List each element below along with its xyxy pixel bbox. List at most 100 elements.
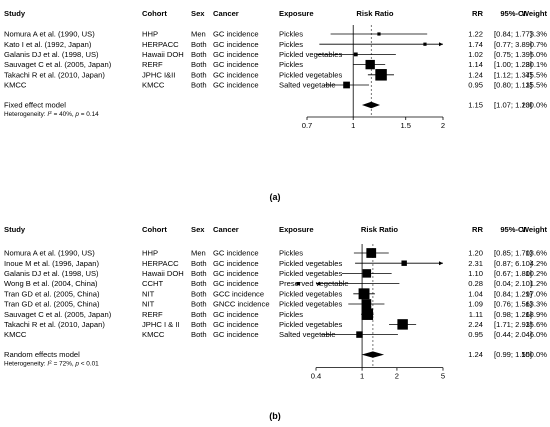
x-tick-label: 1 [351,121,355,130]
study-weight-square [401,260,407,266]
exposure-label: Pickled vegetables [279,70,343,79]
ci-value: [1.71; 2.93] [494,320,532,329]
sex-label: Both [191,40,207,49]
cohort-label: NIT [142,289,155,298]
weight-value: 6.0% [530,330,548,339]
exposure-label: Pickles [279,40,303,49]
study-label: Sauvaget C et al. (2005, Japan) [4,310,112,319]
header-rr: RR [472,225,483,234]
cohort-label: HHP [142,30,158,39]
cancer-label: GC incidence [213,310,259,319]
study-label: Wong B et al. (2004, China) [4,279,98,288]
cohort-label: HHP [142,249,158,258]
summary-ci-value: [1.07; 1.23] [494,101,532,110]
cohort-label: KMCC [142,81,165,90]
summary-model-label: Random effects model [4,350,80,359]
study-label: Takachi R et al. (2010, Japan) [4,320,105,329]
rr-value: 1.04 [468,289,483,298]
header-cancer: Cancer [213,225,239,234]
ci-arrow-right [439,42,443,47]
study-weight-square [343,81,350,89]
exposure-label: Pickled vegetables [279,300,343,309]
cancer-label: GC incidence [213,70,259,79]
cohort-label: NIT [142,300,155,309]
weight-value: 1.2% [530,279,548,288]
weight-value: 13.3% [525,300,547,309]
weight-value: 18.9% [525,310,547,319]
heterogeneity-text: Heterogeneity: I2 = 72%, p < 0.01 [4,359,99,368]
cancer-label: GC incidence [213,259,259,268]
rr-value: 1.20 [468,249,483,258]
study-weight-square [377,32,381,36]
rr-value: 1.09 [468,300,483,309]
summary-weight-value: 100.0% [521,350,547,359]
ci-value: [0.76; 1.56] [494,300,532,309]
study-label: Tran GD et al. (2005, China) [4,289,100,298]
panel-label: (a) [270,192,281,202]
summary-ci-value: [0.99; 1.55] [494,350,532,359]
x-tick-label: 2 [441,121,445,130]
weight-value: 10.2% [525,269,547,278]
weight-value: 45.5% [525,70,547,79]
rr-value: 1.24 [468,70,483,79]
study-weight-square [397,319,408,330]
header-ci: 95%-CI [500,9,525,18]
ci-value: [0.98; 1.26] [494,310,532,319]
sex-label: Both [191,259,207,268]
study-weight-square [375,69,387,81]
exposure-label: Pickles [279,249,303,258]
weight-value: 4.2% [530,259,548,268]
rr-value: 1.10 [468,269,483,278]
sex-label: Both [191,50,207,59]
sex-label: Both [191,269,207,278]
study-weight-square [361,299,372,309]
exposure-label: Pickles [279,30,303,39]
heterogeneity-text: Heterogeneity: I2 = 40%, p = 0.14 [4,110,99,119]
weight-value: 5.0% [530,50,548,59]
cohort-label: JPHC I & II [142,320,180,329]
ci-value: [0.77; 3.89] [494,40,532,49]
header-risk-ratio: Risk Ratio [356,9,393,18]
weight-value: 15.6% [525,320,547,329]
x-tick-label: 0.4 [311,372,322,381]
cancer-label: GC incidence [213,60,259,69]
rr-value: 1.14 [468,60,483,69]
sex-label: Both [191,70,207,79]
panel-label: (b) [269,411,281,421]
ci-value: [0.04; 2.10] [494,279,532,288]
exposure-label: Pickled vegetables [279,259,343,268]
study-label: Galanis DJ et al. (1998, US) [4,269,99,278]
ci-arrow-right [439,261,443,266]
header-sex: Sex [191,9,205,18]
header-weight: Weight [522,9,548,18]
cohort-label: Hawaii DOH [142,269,184,278]
study-label: Tran GD et al. (2005, China) [4,300,100,309]
study-weight-square [358,288,370,300]
header-weight: Weight [522,225,548,234]
summary-weight-value: 100.0% [521,101,547,110]
forest-panel-b: Study Cohort Sex Cancer Exposure Risk Ratio RR… [4,225,547,421]
sex-label: Both [191,320,207,329]
exposure-label: Pickles [279,310,303,319]
x-tick-label: 1 [360,372,364,381]
header-rr: RR [472,9,483,18]
study-weight-square [365,59,375,70]
ci-value: [0.67; 1.80] [494,269,532,278]
cancer-label: GC incidence [213,50,259,59]
study-label: KMCC [4,81,27,90]
rr-value: 0.28 [468,279,483,288]
sex-label: Both [191,81,207,90]
study-label: Galanis DJ et al. (1998, US) [4,50,99,59]
study-label: KMCC [4,330,27,339]
header-exposure: Exposure [279,225,314,234]
ci-value: [1.12; 1.37] [494,70,532,79]
study-weight-square [423,42,427,46]
study-weight-square [366,248,377,258]
study-weight-square [296,282,300,286]
cancer-label: GC incidence [213,40,259,49]
exposure-label: Salted vegetable [279,81,336,90]
sex-label: Both [191,60,207,69]
cancer-label: GC incidence [213,81,259,90]
sex-label: Both [191,279,207,288]
